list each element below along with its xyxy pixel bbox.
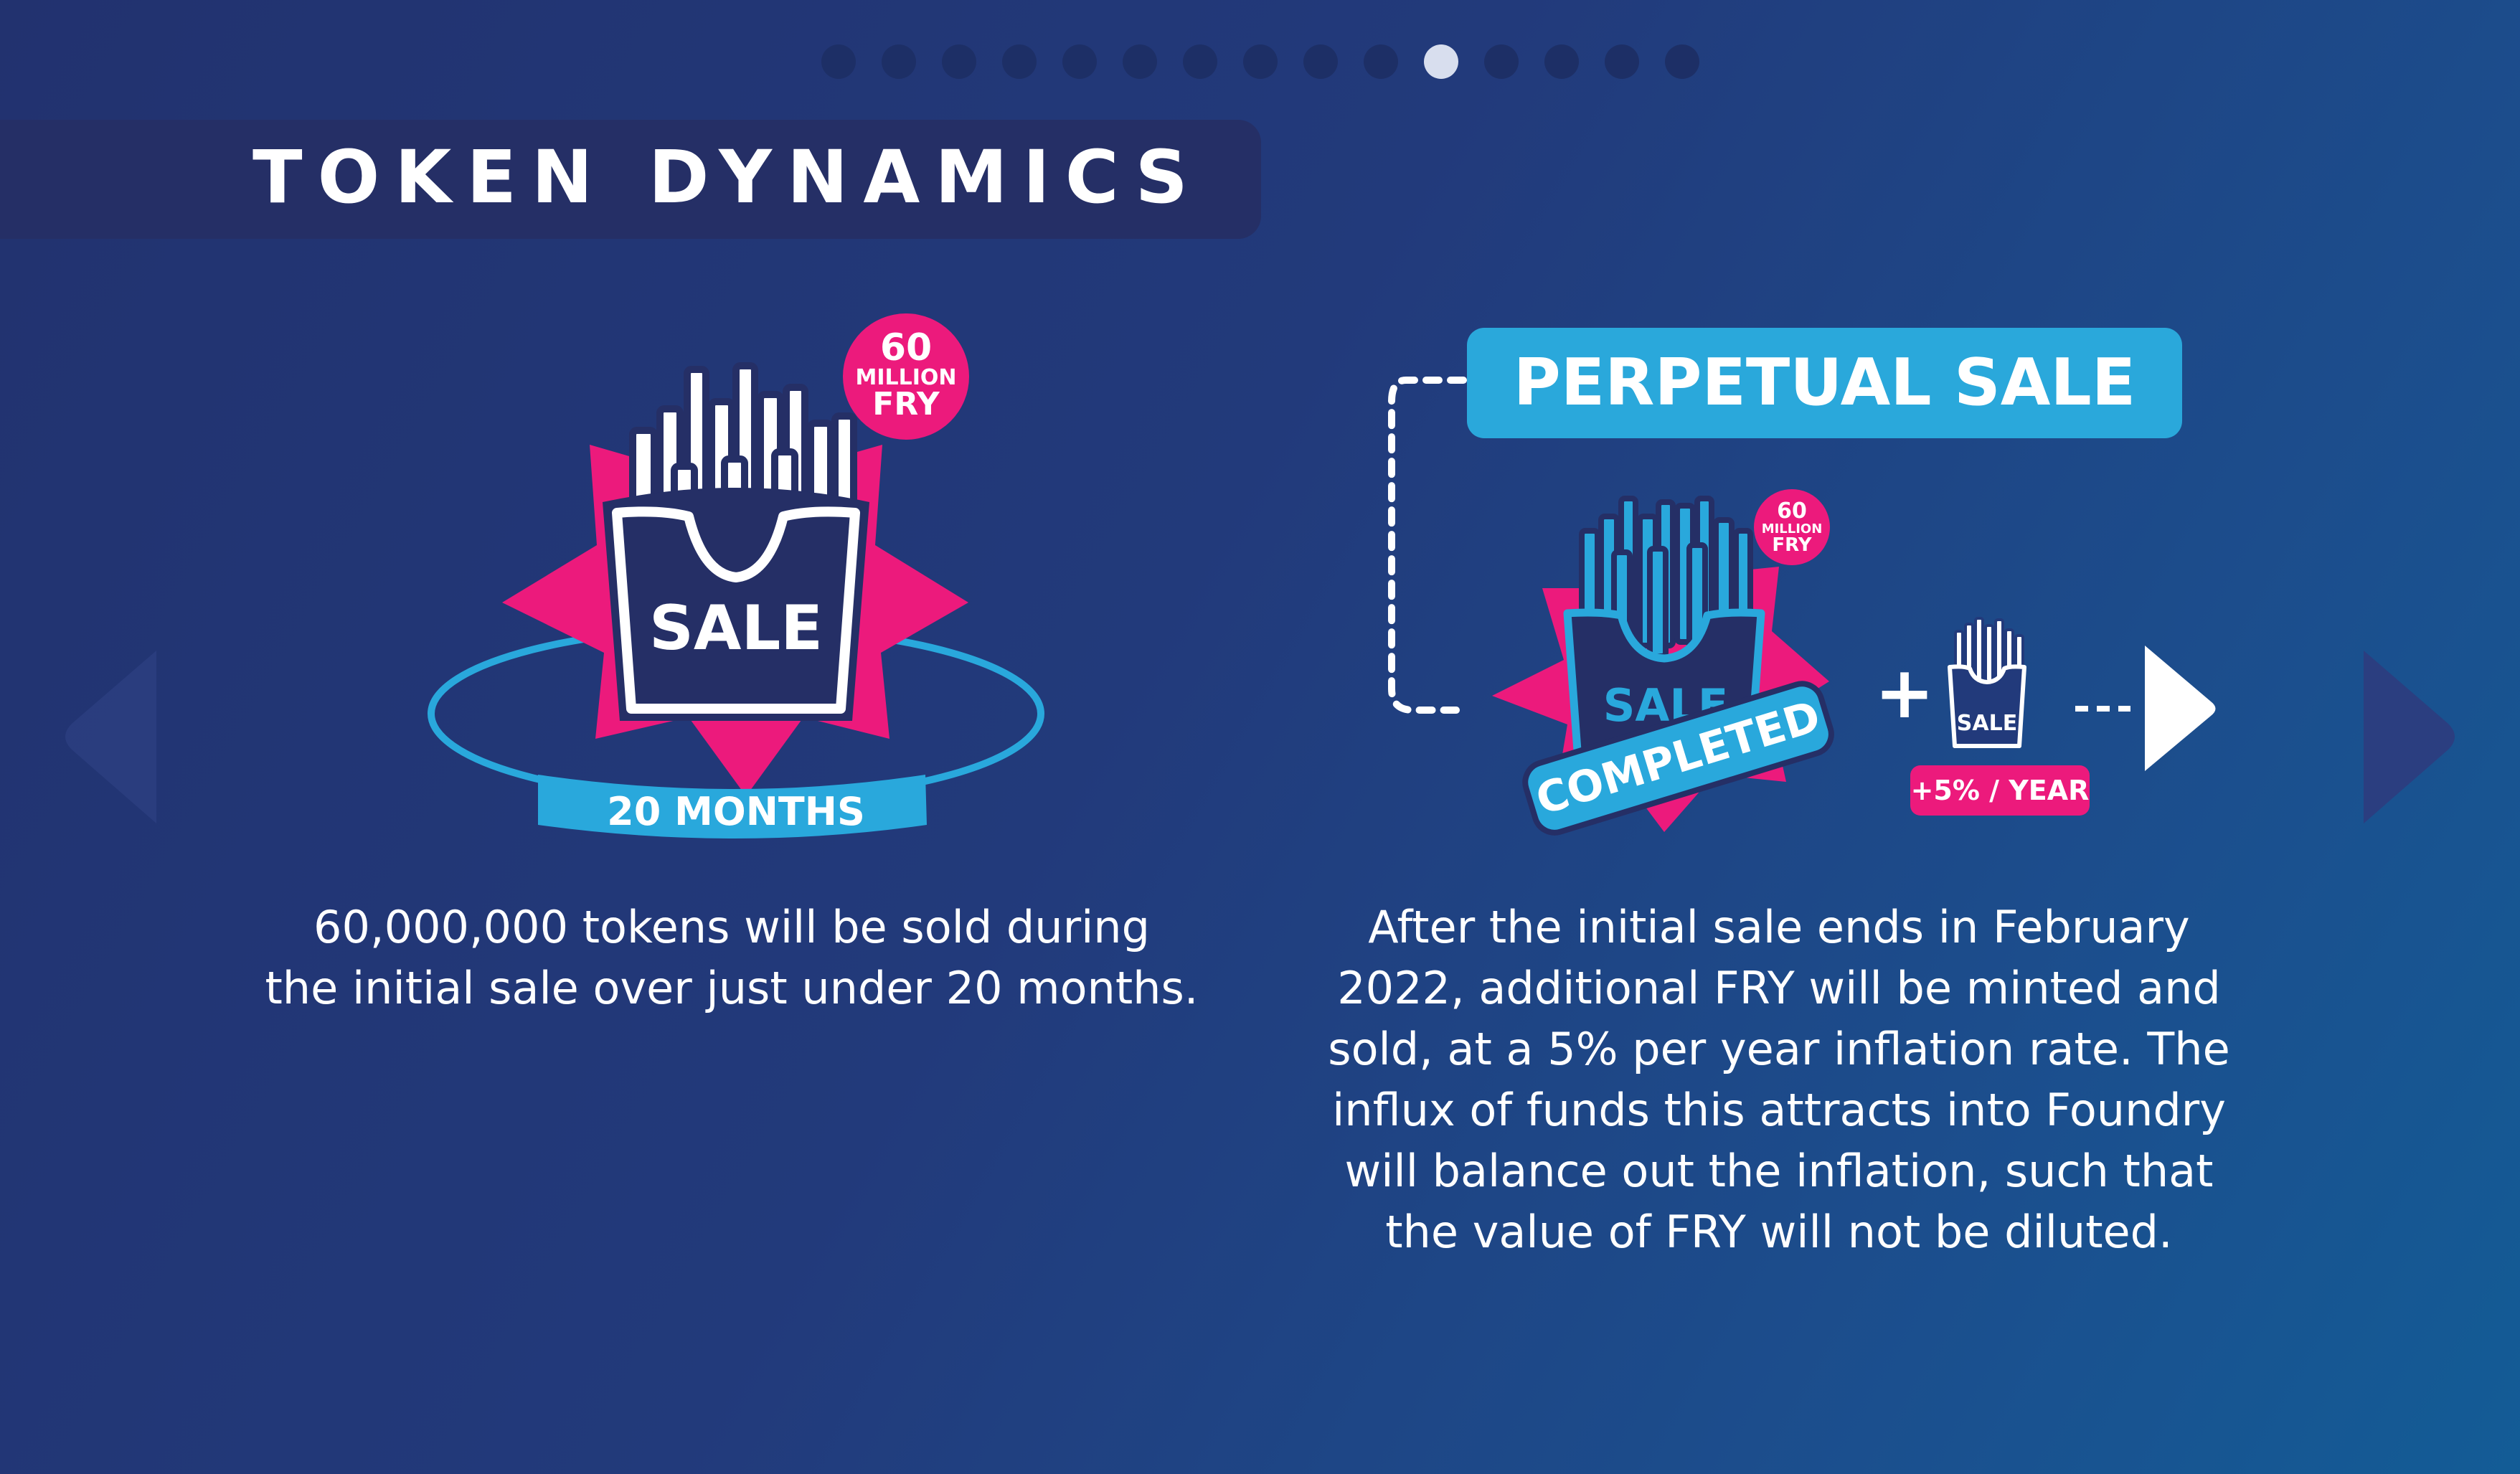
carousel-dot-6[interactable] — [1123, 44, 1157, 79]
caption-line: After the initial sale ends in February — [1368, 901, 2190, 953]
caption-line: 2022, additional FRY will be minted and — [1337, 962, 2221, 1014]
carousel-dot-9[interactable] — [1303, 44, 1338, 79]
caption-line: the initial sale over just under 20 mont… — [265, 962, 1199, 1014]
carousel-dot-4[interactable] — [1002, 44, 1037, 79]
perpetual-sale-pill — [1467, 328, 2182, 438]
badge-unit: MILLION — [855, 365, 956, 390]
initial-sale-caption: 60,000,000 tokens will be sold during th… — [215, 897, 1248, 1019]
perpetual-sale-illustration: SALE COMPLETED 60 MILLION FRY + SALE — [1388, 377, 2216, 836]
small-fries-box — [1948, 664, 2026, 748]
carousel-dot-14[interactable] — [1605, 44, 1639, 79]
caption-line: sold, at a 5% per year inflation rate. T… — [1328, 1023, 2230, 1075]
carousel-dot-7[interactable] — [1183, 44, 1217, 79]
badge-unit: MILLION — [1762, 521, 1823, 537]
carousel-dot-5[interactable] — [1062, 44, 1097, 79]
caption-line: will balance out the inflation, such tha… — [1344, 1145, 2214, 1197]
play-arrow-icon — [2145, 646, 2216, 771]
duration-label: 20 MONTHS — [607, 789, 865, 834]
next-slide-arrow-icon[interactable] — [2362, 649, 2463, 825]
loop-dashed-arrow — [1388, 377, 1467, 714]
carousel-dot-2[interactable] — [882, 44, 916, 79]
title-banner — [0, 120, 1261, 239]
supply-badge — [843, 313, 969, 440]
sale-box-label: SALE — [649, 592, 823, 664]
caption-line: influx of funds this attracts into Found… — [1332, 1084, 2226, 1136]
carousel-dot-1[interactable] — [821, 44, 856, 79]
page-title: TOKEN DYNAMICS — [253, 135, 1203, 220]
badge-token: FRY — [872, 386, 940, 422]
carousel-dot-15[interactable] — [1665, 44, 1699, 79]
carousel-dots — [821, 44, 1699, 79]
badge-number: 60 — [1777, 499, 1807, 524]
previous-slide-arrow-icon[interactable] — [57, 649, 158, 825]
duration-ribbon — [538, 775, 927, 838]
carousel-dot-11-active[interactable] — [1424, 44, 1458, 79]
perpetual-sale-heading: PERPETUAL SALE — [1513, 345, 2136, 420]
caption-line: 60,000,000 tokens will be sold during — [313, 901, 1150, 953]
caption-line: the value of FRY will not be diluted. — [1385, 1206, 2173, 1258]
badge-token: FRY — [1772, 534, 1812, 556]
badge-number: 60 — [880, 326, 932, 369]
perpetual-sale-caption: After the initial sale ends in February … — [1291, 897, 2267, 1262]
small-sale-label: SALE — [1957, 711, 2017, 736]
carousel-dot-12[interactable] — [1484, 44, 1519, 79]
carousel-dot-3[interactable] — [942, 44, 976, 79]
initial-sale-illustration: 20 MONTHS SALE 60 MILLION FRY — [428, 313, 1044, 838]
carousel-dot-10[interactable] — [1364, 44, 1398, 79]
inflation-rate-badge: +5% / YEAR — [1910, 765, 2090, 816]
plus-icon: + — [1874, 651, 1935, 734]
carousel-dot-13[interactable] — [1544, 44, 1579, 79]
carousel-dot-8[interactable] — [1243, 44, 1278, 79]
supply-badge — [1754, 489, 1830, 565]
